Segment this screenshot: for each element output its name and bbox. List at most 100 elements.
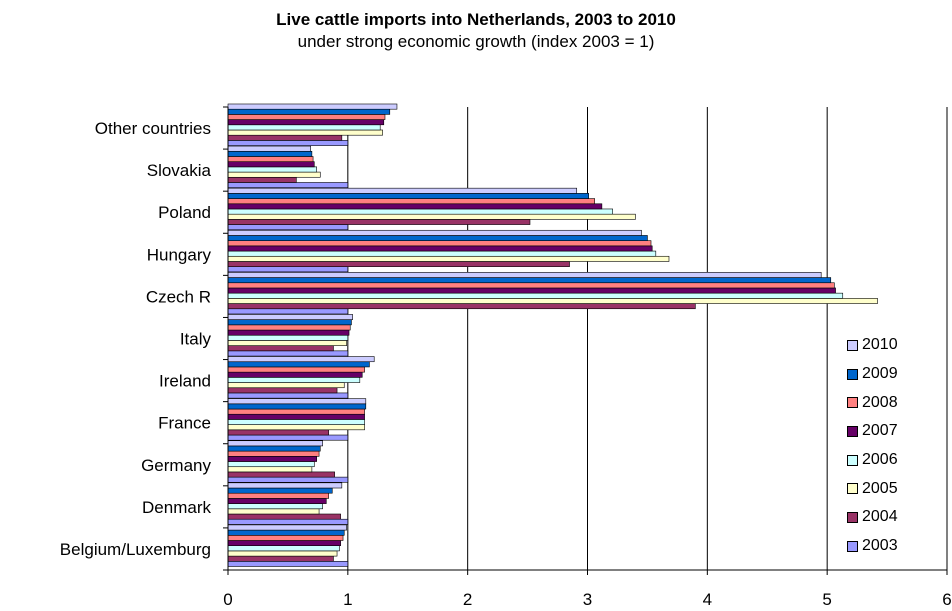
bar-2003-germany [227, 476, 349, 483]
bar-2007-hungary [227, 245, 653, 252]
bar-2004-germany [227, 471, 335, 478]
legend-swatch [847, 511, 858, 523]
bar-2006-other-countries [227, 124, 381, 131]
bar-2004-ireland [227, 387, 338, 394]
bar-2006-hungary [227, 250, 657, 257]
chart-title: Live cattle imports into Netherlands, 20… [276, 10, 676, 29]
bar-2006-poland [227, 208, 613, 215]
legend-swatch [847, 540, 858, 552]
bar-2008-poland [227, 198, 595, 205]
bar-2003-france [227, 434, 349, 441]
bar-2004-hungary [227, 261, 570, 267]
bar-2004-other-countries [227, 134, 343, 141]
category-label: Italy [180, 330, 212, 349]
bar-2004-france [227, 429, 329, 436]
legend-label: 2005 [862, 479, 898, 497]
bar-2007-other-countries [227, 119, 385, 126]
legend-swatch [847, 454, 858, 466]
x-tick-label: 4 [703, 590, 712, 609]
category-label: Denmark [142, 498, 211, 517]
bar-2005-hungary [227, 255, 670, 262]
category-label: Ireland [159, 372, 211, 391]
bar-2007-czech-r [227, 287, 836, 294]
bar-2010-poland [227, 187, 578, 194]
bar-2010-other-countries [227, 103, 398, 110]
bar-2006-france [227, 419, 365, 425]
bar-2007-germany [227, 456, 317, 462]
bar-2008-other-countries [227, 114, 386, 120]
legend-item: 2004 [847, 503, 927, 532]
bar-2007-belgium-luxemburg [227, 540, 341, 546]
bar-2005-france [227, 424, 365, 431]
bar-2005-germany [227, 466, 313, 473]
category-label: Belgium/Luxemburg [60, 540, 211, 559]
category-label: Slovakia [147, 161, 212, 180]
bar-2009-slovakia [227, 150, 313, 157]
bar-2010-ireland [227, 356, 375, 363]
chart-subtitle: under strong economic growth (index 2003… [297, 32, 655, 51]
bar-2009-ireland [227, 361, 370, 368]
bar-2009-denmark [227, 487, 333, 494]
bar-2006-ireland [227, 377, 361, 383]
x-tick-label: 0 [223, 590, 232, 609]
legend-label: 2009 [862, 365, 898, 383]
bar-2006-czech-r [227, 292, 844, 299]
legend-label: 2004 [862, 508, 898, 526]
bar-2007-slovakia [227, 161, 315, 168]
bar-2007-france [227, 413, 365, 420]
legend-item: 2009 [847, 360, 927, 389]
bar-2004-belgium-luxemburg [227, 555, 334, 562]
x-tick-label: 6 [942, 590, 951, 609]
bar-2006-denmark [227, 503, 323, 510]
bar-2006-italy [227, 334, 349, 341]
bar-2010-denmark [227, 482, 343, 489]
bar-2009-germany [227, 445, 321, 452]
legend-label: 2003 [862, 537, 898, 555]
legend-item: 2010 [847, 331, 927, 360]
bar-2005-denmark [227, 508, 320, 515]
bar-2005-belgium-luxemburg [227, 550, 338, 557]
legend-label: 2010 [862, 336, 898, 354]
bar-2003-ireland [227, 392, 349, 399]
bar-2005-italy [227, 340, 347, 346]
legend-item: 2003 [847, 532, 927, 561]
bar-2003-hungary [227, 266, 349, 273]
bar-2003-other-countries [227, 140, 349, 146]
legend-swatch [847, 425, 858, 437]
bar-2006-belgium-luxemburg [227, 545, 340, 552]
bar-2004-denmark [227, 513, 341, 520]
bar-2010-slovakia [227, 145, 311, 152]
legend-item: 2005 [847, 474, 927, 503]
bar-2003-denmark [227, 518, 349, 525]
bar-2010-italy [227, 314, 353, 320]
bar-2005-czech-r [227, 298, 878, 304]
x-tick-label: 3 [583, 590, 592, 609]
x-tick-label: 5 [822, 590, 831, 609]
category-label: Other countries [95, 119, 211, 138]
legend-swatch [847, 339, 858, 351]
bar-2004-italy [227, 345, 334, 352]
bar-2009-poland [227, 193, 589, 199]
bar-2010-hungary [227, 229, 642, 236]
bar-2009-czech-r [227, 277, 832, 284]
bar-2010-belgium-luxemburg [227, 524, 347, 531]
bar-2005-poland [227, 213, 636, 220]
legend-item: 2006 [847, 446, 927, 475]
bar-2003-slovakia [227, 182, 349, 188]
bar-2005-ireland [227, 382, 345, 389]
bar-2008-ireland [227, 366, 365, 373]
legend-item: 2008 [847, 388, 927, 417]
bar-2003-czech-r [227, 308, 349, 315]
chart-legend: 2010 2009 2008 2007 2006 2005 2004 2003 [847, 331, 927, 561]
bar-2009-other-countries [227, 108, 391, 115]
category-label: Poland [158, 203, 211, 222]
bar-2003-belgium-luxemburg [227, 560, 349, 567]
bar-2008-slovakia [227, 156, 314, 162]
bar-2008-belgium-luxemburg [227, 534, 344, 541]
bar-2008-denmark [227, 492, 329, 499]
x-tick-label: 1 [343, 590, 352, 609]
bar-2009-hungary [227, 235, 648, 241]
legend-label: 2007 [862, 422, 898, 440]
category-label: France [158, 414, 211, 433]
